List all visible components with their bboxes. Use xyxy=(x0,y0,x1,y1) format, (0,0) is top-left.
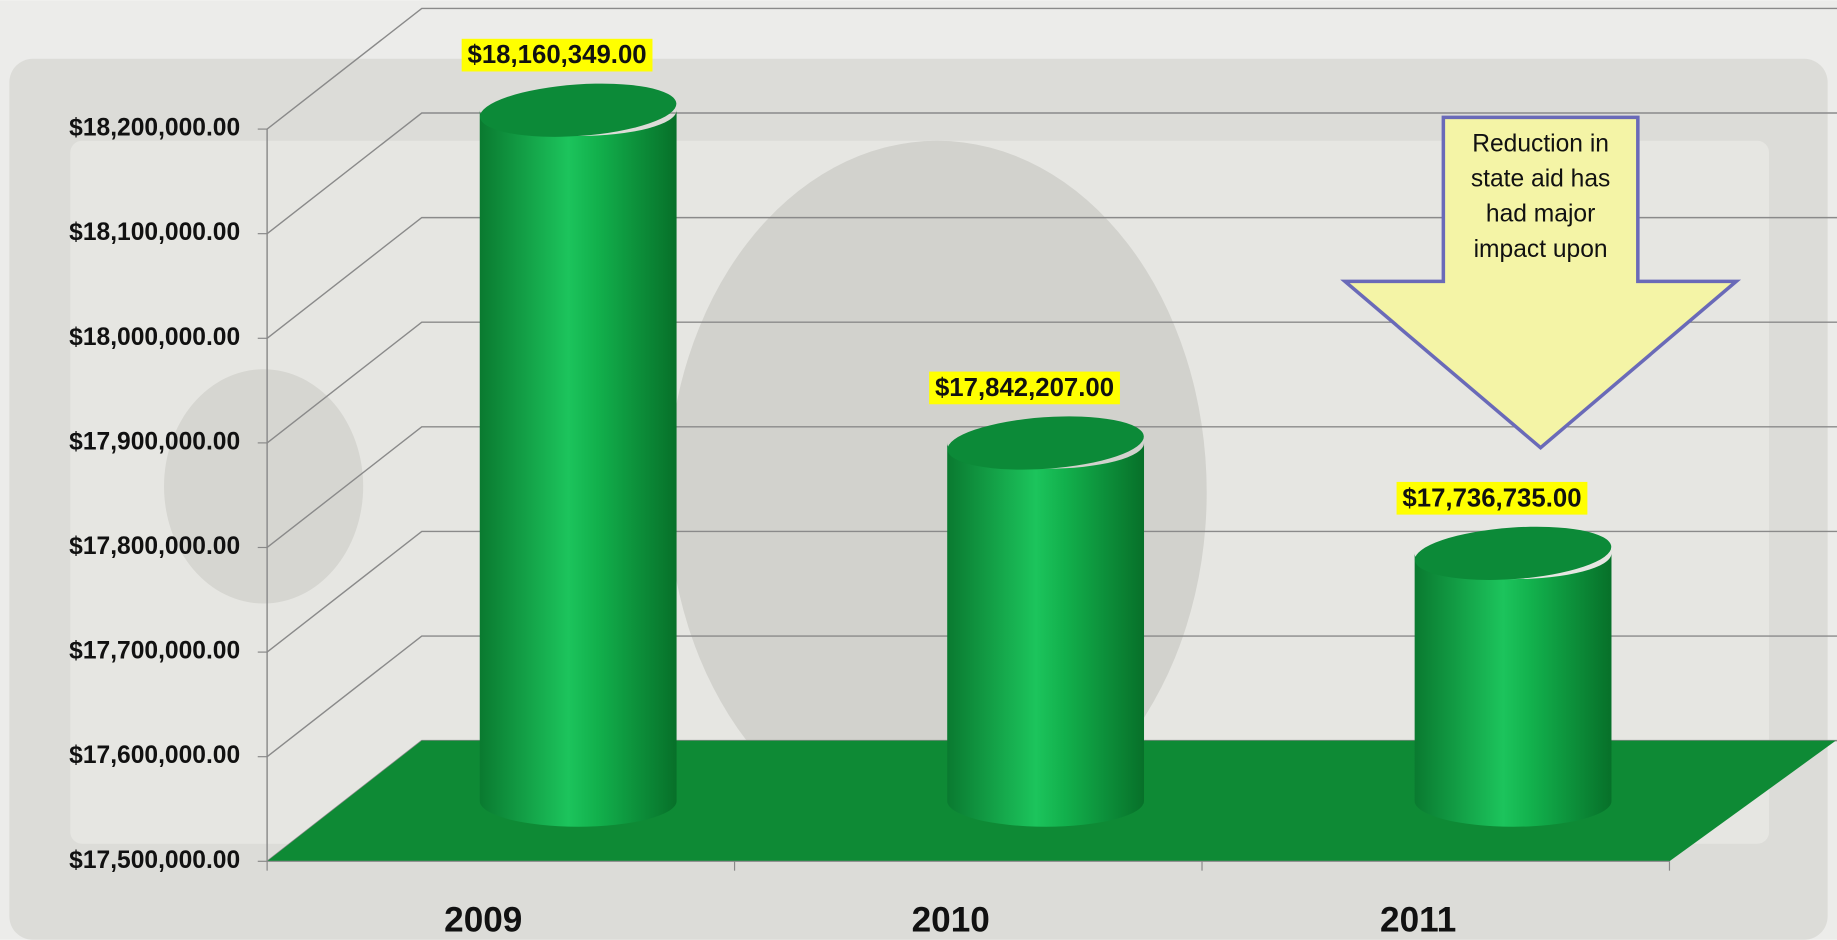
callout-box: Reduction in state aid has had major imp… xyxy=(1470,130,1611,263)
callout-arrow xyxy=(1340,115,1742,451)
value-label-bg xyxy=(1396,481,1588,515)
y-tick-label: $18,200,000.00 xyxy=(69,115,240,142)
value-label: $17,842,207.00 xyxy=(935,374,1114,402)
bar-top xyxy=(947,416,1144,470)
grid-line xyxy=(266,216,1837,339)
x-tick-label: 2011 xyxy=(1380,901,1456,940)
grid-line xyxy=(266,321,1837,444)
bar-top xyxy=(1414,526,1612,580)
y-tick-label: $17,800,000.00 xyxy=(69,533,240,560)
grid-line xyxy=(266,530,1837,653)
bar xyxy=(1414,553,1612,827)
bar-top xyxy=(479,83,677,137)
grid-line xyxy=(266,426,1837,549)
x-tick-label: 2009 xyxy=(444,901,522,940)
y-tick-label: $18,100,000.00 xyxy=(69,219,240,246)
y-tick-label: $17,700,000.00 xyxy=(69,638,240,665)
bars xyxy=(479,83,1612,827)
grid-line xyxy=(266,7,1837,130)
grid-line xyxy=(266,635,1837,758)
bar xyxy=(947,443,1145,827)
value-label: $17,736,735.00 xyxy=(1402,484,1581,512)
callout: Reduction in state aid has had major imp… xyxy=(1340,115,1742,451)
y-tick-label: $17,900,000.00 xyxy=(69,428,240,455)
bar xyxy=(479,110,677,827)
value-label-bg xyxy=(929,371,1120,405)
grid-line xyxy=(266,112,1837,235)
y-tick-label: $18,000,000.00 xyxy=(69,324,240,351)
value-label: $18,160,349.00 xyxy=(468,41,647,69)
y-tick-label: $17,600,000.00 xyxy=(69,742,240,769)
annotation: Reduction in state aid has had major imp… xyxy=(1470,130,1611,263)
value-label-bg xyxy=(461,38,653,72)
y-tick-label: $17,500,000.00 xyxy=(69,847,240,874)
seal xyxy=(164,369,364,604)
x-tick-label: 2010 xyxy=(912,901,990,940)
labels: 2009 $18,160,349.00 2010 $17,842,207.00 2011… xyxy=(444,38,1588,940)
